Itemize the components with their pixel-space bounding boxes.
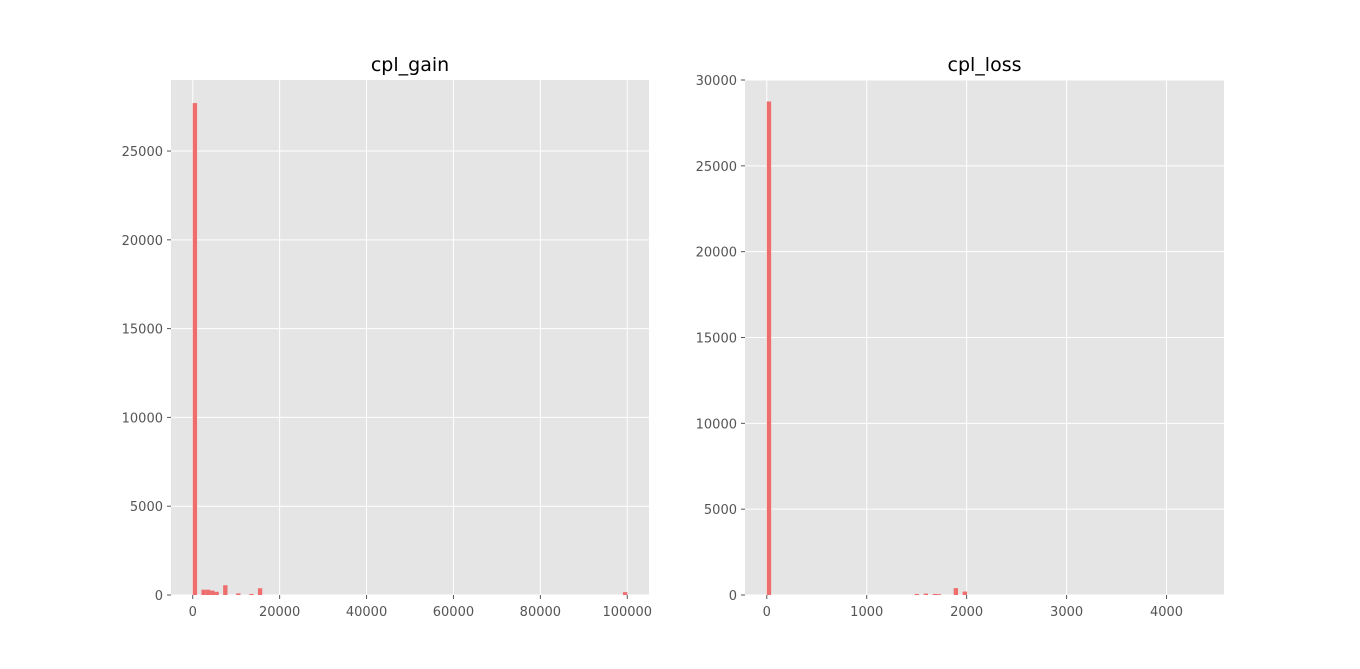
histogram-bar [923, 593, 929, 595]
x-tick-label: 4000 [1150, 605, 1183, 620]
plot-area [171, 80, 649, 595]
y-tick-label: 0 [155, 589, 163, 604]
histogram-bar [201, 589, 206, 595]
y-tick-label: 0 [729, 589, 737, 604]
y-tick-label: 5000 [130, 500, 163, 515]
histogram-bar [236, 593, 241, 595]
x-tick-label: 0 [189, 605, 197, 620]
x-tick-label: 2000 [950, 605, 983, 620]
y-tick-label: 30000 [696, 74, 737, 89]
y-tick-label: 10000 [696, 417, 737, 432]
x-tick-label: 3000 [1050, 605, 1083, 620]
histogram-bar [936, 594, 942, 595]
y-tick-label: 25000 [696, 160, 737, 175]
x-tick-label: 0 [763, 605, 771, 620]
x-tick-label: 1000 [850, 605, 883, 620]
histogram-bar [914, 593, 920, 595]
histogram-bar [622, 592, 628, 595]
histogram-bar [766, 101, 772, 595]
histogram-bar [210, 590, 215, 595]
histogram-bar [249, 593, 254, 595]
histogram-bar [962, 591, 968, 595]
y-tick-label: 15000 [696, 332, 737, 347]
y-tick-label: 10000 [122, 411, 163, 426]
histogram-bar [932, 593, 938, 595]
cpl-gain-histogram: 0 20000 40000 60000 80000 100000 0 5000 10000 150… [122, 54, 652, 620]
histogram-bar [257, 588, 263, 595]
x-tick-label: 100000 [602, 605, 652, 620]
x-tick-label: 20000 [259, 605, 300, 620]
histogram-bar [953, 588, 959, 595]
chart-title: cpl_gain [371, 54, 449, 76]
x-tick-label: 80000 [520, 605, 561, 620]
y-tick-label: 5000 [704, 503, 737, 518]
x-tick-label: 60000 [433, 605, 474, 620]
histogram-bar [223, 585, 228, 595]
histogram-bar [192, 103, 198, 595]
y-tick-label: 25000 [122, 145, 163, 160]
cpl-loss-histogram: 0 1000 2000 3000 4000 0 5000 10000 15000 20000 250… [696, 54, 1224, 620]
y-tick-label: 20000 [122, 234, 163, 249]
y-tick-label: 20000 [696, 246, 737, 261]
chart-title: cpl_loss [948, 54, 1022, 76]
histogram-bar [205, 589, 211, 595]
x-tick-label: 40000 [346, 605, 387, 620]
y-tick-label: 15000 [122, 323, 163, 338]
histogram-bar [214, 591, 219, 595]
